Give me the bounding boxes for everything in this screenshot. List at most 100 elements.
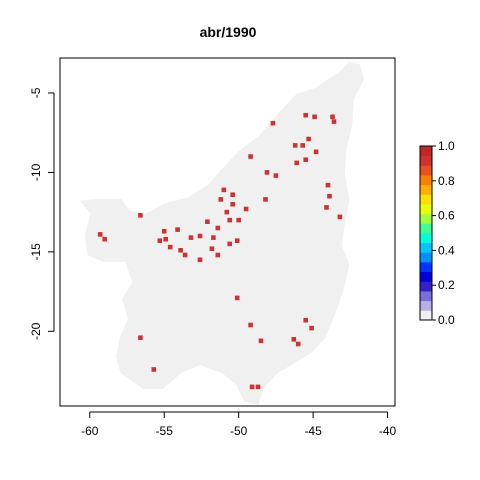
value-cell <box>256 385 261 390</box>
value-cell <box>244 207 249 212</box>
value-cell <box>138 213 143 218</box>
colorbar-tick-label: 0.6 <box>438 209 455 223</box>
x-tick-label: -60 <box>81 424 99 438</box>
map-layer <box>81 63 364 405</box>
y-tick-label: -5 <box>29 87 43 98</box>
colorbar-ticks: 0.0 0.2 0.4 0.6 0.8 1.0 <box>432 139 455 327</box>
value-cell <box>236 218 241 223</box>
region-background <box>81 63 364 405</box>
value-cell <box>235 238 240 243</box>
value-cell <box>219 197 224 202</box>
value-cell <box>274 173 279 178</box>
colorbar-band <box>420 194 432 204</box>
value-cell <box>210 246 215 251</box>
value-cell <box>248 154 253 159</box>
value-cell <box>271 121 276 126</box>
value-cell <box>205 219 210 224</box>
value-cell <box>248 323 253 328</box>
colorbar-band <box>420 301 432 311</box>
value-cell <box>303 318 308 323</box>
value-cell <box>198 234 203 239</box>
value-cell <box>152 367 157 372</box>
y-tick-label: -20 <box>29 322 43 340</box>
value-cell <box>198 258 203 263</box>
value-cell <box>222 188 227 193</box>
value-cell <box>235 296 240 301</box>
value-cell <box>98 232 103 237</box>
colorbar-tick-label: 0.2 <box>438 278 455 292</box>
value-cell <box>175 227 180 232</box>
colorbar-band <box>420 165 432 175</box>
value-cell <box>162 229 167 234</box>
plot-title: abr/1990 <box>200 24 257 40</box>
value-cell <box>314 150 319 155</box>
value-cell <box>293 143 298 148</box>
value-cell <box>309 326 314 331</box>
value-cell <box>225 210 230 215</box>
value-cell <box>138 335 143 340</box>
y-axis: -5 -10 -15 -20 <box>29 87 54 340</box>
colorbar-band <box>420 175 432 185</box>
value-cell <box>230 192 235 197</box>
value-cell <box>330 115 335 120</box>
colorbar-band <box>420 223 432 233</box>
value-cell <box>183 253 188 258</box>
colorbar-band <box>420 146 432 156</box>
value-cell <box>332 119 337 124</box>
value-cell <box>327 194 332 199</box>
value-cell <box>227 218 232 223</box>
y-tick-label: -10 <box>29 163 43 181</box>
value-cell <box>324 205 329 210</box>
colorbar-tick-label: 0.0 <box>438 313 455 327</box>
value-cell <box>158 238 163 243</box>
value-cell <box>292 337 297 342</box>
colorbar-tick-label: 0.8 <box>438 174 455 188</box>
value-cell <box>178 248 183 253</box>
colorbar-band <box>420 281 432 291</box>
value-cell <box>300 143 305 148</box>
value-cell <box>250 385 255 390</box>
x-tick-label: -55 <box>156 424 174 438</box>
colorbar-band <box>420 214 432 224</box>
colorbar-band <box>420 233 432 243</box>
value-cell <box>294 161 299 166</box>
colorbar-band <box>420 204 432 214</box>
colorbar-bands <box>420 146 432 320</box>
value-cell <box>306 137 311 142</box>
value-cell <box>312 115 317 120</box>
colorbar-band <box>420 272 432 282</box>
colorbar-tick-label: 1.0 <box>438 139 455 153</box>
value-cell <box>216 226 221 231</box>
x-tick-label: -40 <box>379 424 397 438</box>
colorbar-band <box>420 252 432 262</box>
colorbar-band <box>420 243 432 253</box>
x-tick-label: -45 <box>304 424 322 438</box>
colorbar-band <box>420 156 432 166</box>
value-cell <box>265 170 270 175</box>
y-tick-label: -15 <box>29 243 43 261</box>
colorbar-band <box>420 291 432 301</box>
value-cell <box>102 237 107 242</box>
value-cell <box>263 197 268 202</box>
value-cell <box>189 235 194 240</box>
value-cell <box>259 339 264 344</box>
value-cell <box>326 183 331 188</box>
x-tick-label: -50 <box>230 424 248 438</box>
x-axis: -60 -55 -50 -45 -40 <box>81 412 396 438</box>
value-cell <box>303 113 308 118</box>
colorbar-legend: 0.0 0.2 0.4 0.6 0.8 1.0 <box>420 139 455 327</box>
value-cell <box>296 342 301 347</box>
value-cell <box>216 253 221 258</box>
colorbar-tick-label: 0.4 <box>438 243 455 257</box>
value-cell <box>303 157 308 162</box>
colorbar-band <box>420 262 432 272</box>
colorbar-band <box>420 185 432 195</box>
value-cell <box>227 242 232 247</box>
value-cell <box>230 202 235 207</box>
colorbar-band <box>420 310 432 320</box>
value-cell <box>211 235 216 240</box>
value-cell <box>163 237 168 242</box>
value-cell <box>168 245 173 250</box>
value-cell <box>338 215 343 220</box>
